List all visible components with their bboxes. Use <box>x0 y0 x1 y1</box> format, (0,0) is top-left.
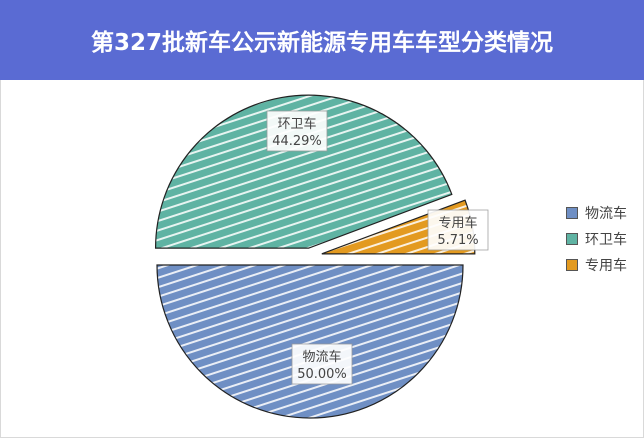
data-label-category: 环卫车 <box>277 116 316 132</box>
data-label-value: 50.00% <box>297 367 347 382</box>
legend: 物流车 环卫车 专用车 <box>566 200 627 278</box>
data-label: 专用车 5.71% <box>427 209 489 251</box>
legend-item[interactable]: 环卫车 <box>566 226 627 252</box>
data-label-value: 44.29% <box>272 134 322 149</box>
legend-label: 专用车 <box>585 258 627 274</box>
chart-title: 第327批新车公示新能源专用车车型分类情况 <box>90 30 553 56</box>
data-label-category: 专用车 <box>438 215 477 231</box>
pie-slice-0 <box>156 264 464 419</box>
legend-item[interactable]: 专用车 <box>566 252 627 278</box>
data-label-category: 物流车 <box>302 349 341 365</box>
legend-swatch <box>566 259 578 271</box>
legend-swatch <box>566 233 578 245</box>
legend-label: 环卫车 <box>585 232 627 248</box>
pie-slice-1 <box>154 94 453 249</box>
data-label: 环卫车 44.29% <box>266 110 328 152</box>
data-label: 物流车 50.00% <box>291 343 353 385</box>
title-bar: 第327批新车公示新能源专用车车型分类情况 <box>0 0 644 80</box>
legend-item[interactable]: 物流车 <box>566 200 627 226</box>
data-label-value: 5.71% <box>437 233 478 248</box>
legend-swatch <box>566 207 578 219</box>
legend-label: 物流车 <box>585 206 627 222</box>
